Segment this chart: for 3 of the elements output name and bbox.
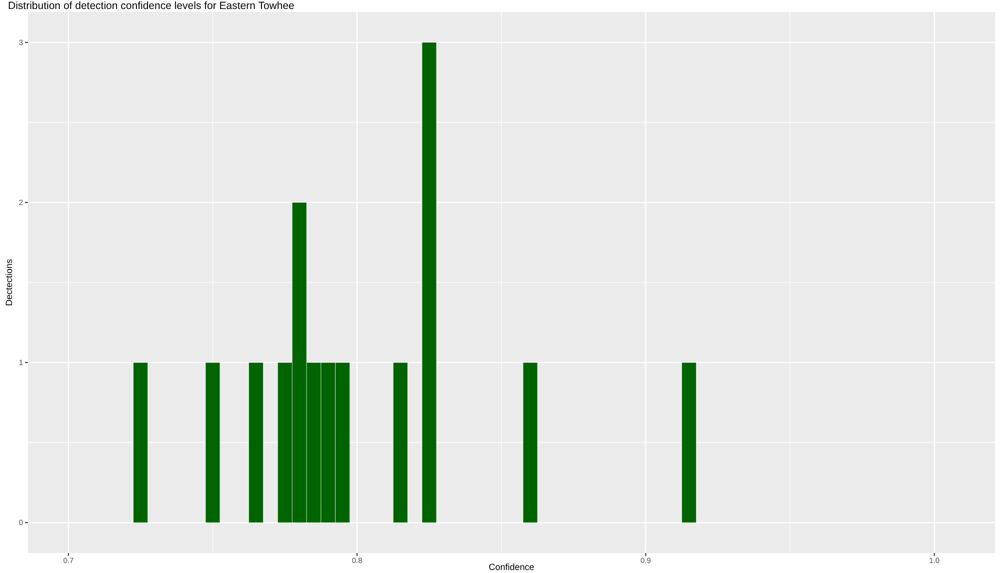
- y-axis-title: Dectections: [4, 258, 14, 306]
- chart-title: Distribution of detection confidence levels for Eastern Towhee: [8, 0, 295, 12]
- x-axis-title: Confidence: [488, 562, 534, 572]
